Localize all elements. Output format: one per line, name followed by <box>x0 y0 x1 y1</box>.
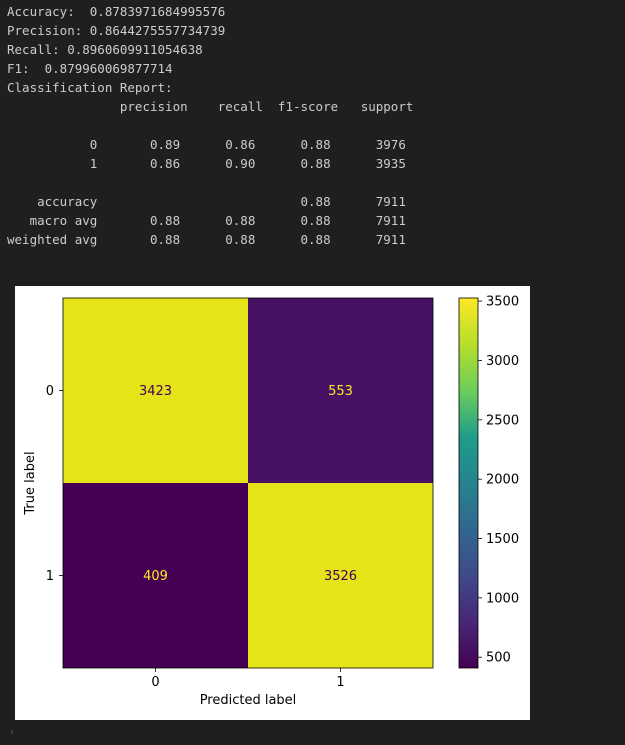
console-line: Classification Report: <box>7 80 173 95</box>
matrix-cell <box>63 483 248 668</box>
console-line: F1: 0.879960069877714 <box>7 61 173 76</box>
colorbar <box>458 297 479 669</box>
x-axis-label: Predicted label <box>200 693 297 708</box>
matrix-cell <box>248 298 433 483</box>
confusion-matrix-plot: 3423 553 409 3526 0 1 0 1 Predicted label True la… <box>23 295 519 708</box>
x-tick-label: 1 <box>336 675 344 690</box>
colorbar-tick-label: 500 <box>486 651 511 666</box>
console-line <box>7 173 413 192</box>
console-output: Accuracy: 0.8783971684995576 Precision: 0… <box>7 2 413 249</box>
colorbar-tick-label: 1000 <box>486 591 519 606</box>
matrix-cell <box>63 298 248 483</box>
console-line: 1 0.86 0.90 0.88 3935 <box>7 156 406 171</box>
console-line: Precision: 0.8644275557734739 <box>7 23 226 38</box>
console-line: 0 0.89 0.86 0.88 3976 <box>7 137 406 152</box>
colorbar-tick-label: 1500 <box>486 532 519 547</box>
colorbar-tick-label: 3000 <box>486 354 519 369</box>
console-line: accuracy 0.88 7911 <box>7 194 406 209</box>
console-line: Recall: 0.8960609911054638 <box>7 42 203 57</box>
cell-value-label: 3423 <box>139 384 172 399</box>
console-line: precision recall f1-score support <box>7 99 414 114</box>
y-axis-label: True label <box>23 451 38 515</box>
console-line: Accuracy: 0.8783971684995576 <box>7 4 226 19</box>
console-line: macro avg 0.88 0.88 0.88 7911 <box>7 213 406 228</box>
scroll-left-icon[interactable]: ‹ <box>10 727 14 738</box>
x-tick-label: 0 <box>151 675 159 690</box>
console-line: weighted avg 0.88 0.88 0.88 7911 <box>7 232 406 247</box>
cell-value-label: 553 <box>328 384 353 399</box>
colorbar-tick-label: 2000 <box>486 473 519 488</box>
confusion-matrix-figure: 3423 553 409 3526 0 1 0 1 Predicted label True la… <box>15 286 530 720</box>
matrix-cell <box>248 483 433 668</box>
console-line <box>7 116 413 135</box>
plot-frame <box>62 297 434 669</box>
cell-value-label: 409 <box>143 569 168 584</box>
colorbar-tick-label: 2500 <box>486 413 519 428</box>
y-tick-label: 1 <box>46 569 54 584</box>
colorbar-tick-label: 3500 <box>486 295 519 310</box>
cell-value-label: 3526 <box>324 569 357 584</box>
y-tick-label: 0 <box>46 384 54 399</box>
